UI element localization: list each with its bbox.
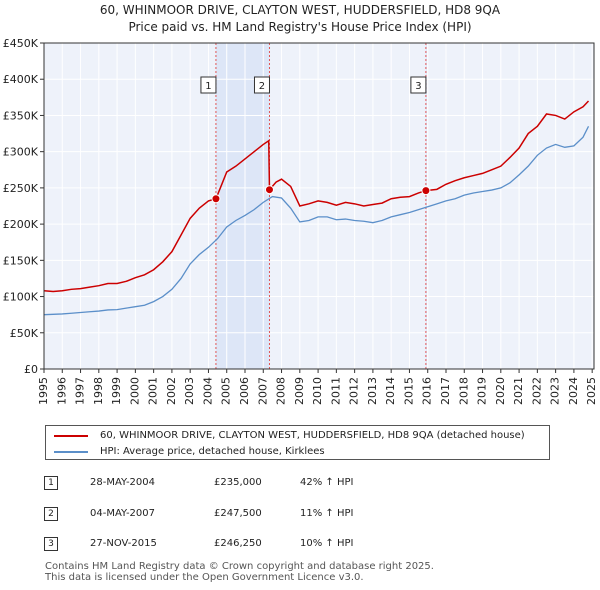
x-tick-label: 2020 bbox=[494, 377, 507, 405]
sale-label: 1 bbox=[205, 81, 211, 92]
x-tick-label: 2022 bbox=[530, 377, 543, 405]
legend-label-property: 60, WHINMOOR DRIVE, CLAYTON WEST, HUDDER… bbox=[100, 430, 525, 441]
x-tick-label: 2023 bbox=[549, 377, 562, 405]
y-tick-label: £450K bbox=[3, 37, 39, 50]
sale-label: 3 bbox=[415, 81, 421, 92]
transaction-number: 3 bbox=[44, 537, 58, 551]
x-tick-label: 2003 bbox=[183, 377, 196, 405]
x-tick-label: 1998 bbox=[92, 377, 105, 405]
y-tick-label: £50K bbox=[10, 327, 39, 340]
x-tick-label: 2024 bbox=[567, 377, 580, 405]
legend-swatch-red bbox=[54, 434, 88, 437]
x-tick-label: 2015 bbox=[402, 377, 415, 405]
plot-border bbox=[43, 42, 595, 370]
x-tick-label: 2006 bbox=[238, 377, 251, 405]
transaction-hpi: 10% ↑ HPI bbox=[300, 538, 354, 549]
hpi-series-line bbox=[43, 126, 590, 316]
chart-subtitle: Price paid vs. HM Land Registry's House … bbox=[128, 20, 472, 34]
y-tick-label: £400K bbox=[3, 73, 39, 86]
x-tick-label: 2007 bbox=[256, 377, 269, 405]
legend-item-property: 60, WHINMOOR DRIVE, CLAYTON WEST, HUDDER… bbox=[54, 430, 525, 441]
x-tick-label: 2011 bbox=[329, 377, 342, 405]
transaction-number: 2 bbox=[44, 507, 58, 521]
y-tick-label: £100K bbox=[3, 291, 39, 304]
transaction-date: 28-MAY-2004 bbox=[90, 477, 156, 488]
y-tick-label: £150K bbox=[3, 254, 39, 267]
sale-period-shading bbox=[215, 43, 270, 369]
sale-point bbox=[264, 185, 274, 195]
x-tick-label: 2018 bbox=[457, 377, 470, 405]
x-tick-label: 2004 bbox=[201, 377, 214, 405]
transaction-hpi: 42% ↑ HPI bbox=[300, 477, 354, 488]
sale-label-box bbox=[253, 76, 270, 94]
y-tick-label: £0 bbox=[24, 363, 38, 376]
y-tick-label: £350K bbox=[3, 109, 39, 122]
footer-licence: This data is licensed under the Open Gov… bbox=[45, 572, 364, 583]
property-series-line bbox=[43, 100, 590, 293]
y-tick-label: £250K bbox=[3, 182, 39, 195]
transaction-number: 1 bbox=[44, 476, 58, 490]
sale-label-box bbox=[410, 76, 427, 94]
y-tick-label: £200K bbox=[3, 218, 39, 231]
x-tick-label: 1999 bbox=[110, 377, 123, 405]
transaction-price: £246,250 bbox=[214, 538, 262, 549]
chart-title: 60, WHINMOOR DRIVE, CLAYTON WEST, HUDDER… bbox=[99, 3, 501, 17]
sale-period-shading bbox=[425, 43, 427, 369]
x-tick-label: 2012 bbox=[348, 377, 361, 405]
x-tick-label: 2014 bbox=[384, 377, 397, 405]
sale-point bbox=[211, 194, 221, 204]
x-tick-label: 2021 bbox=[512, 377, 525, 405]
x-tick-label: 1995 bbox=[37, 377, 50, 405]
x-tick-label: 1997 bbox=[74, 377, 87, 405]
x-tick-label: 2005 bbox=[220, 377, 233, 405]
transaction-price: £247,500 bbox=[214, 508, 262, 519]
x-tick-label: 2009 bbox=[293, 377, 306, 405]
transaction-price: £235,000 bbox=[214, 477, 262, 488]
x-tick-label: 2010 bbox=[311, 377, 324, 405]
legend-item-hpi: HPI: Average price, detached house, Kirk… bbox=[54, 446, 325, 457]
x-tick-label: 2008 bbox=[275, 377, 288, 405]
sale-label-box bbox=[200, 76, 217, 94]
x-tick-label: 2019 bbox=[476, 377, 489, 405]
legend: 60, WHINMOOR DRIVE, CLAYTON WEST, HUDDER… bbox=[45, 425, 550, 460]
x-tick-label: 2016 bbox=[421, 377, 434, 405]
x-tick-label: 2025 bbox=[585, 377, 598, 405]
footer: Contains HM Land Registry data © Crown c… bbox=[45, 561, 434, 583]
legend-label-hpi: HPI: Average price, detached house, Kirk… bbox=[100, 446, 325, 457]
x-tick-label: 2017 bbox=[439, 377, 452, 405]
price-chart: 1995 1996 1997 1998 1999 2000 2001 2002 2003 2004… bbox=[3, 37, 598, 405]
x-tick-label: 1996 bbox=[55, 377, 68, 405]
sale-label: 2 bbox=[259, 81, 265, 92]
x-tick-label: 2002 bbox=[165, 377, 178, 405]
y-tick-label: £300K bbox=[3, 146, 39, 159]
x-tick-label: 2013 bbox=[366, 377, 379, 405]
x-tick-label: 2001 bbox=[147, 377, 160, 405]
sale-point bbox=[421, 186, 431, 196]
plot-area bbox=[44, 43, 594, 369]
transaction-hpi: 11% ↑ HPI bbox=[300, 508, 354, 519]
footer-copyright: Contains HM Land Registry data © Crown c… bbox=[45, 561, 434, 572]
transaction-date: 27-NOV-2015 bbox=[90, 538, 157, 549]
x-tick-label: 2000 bbox=[128, 377, 141, 405]
legend-swatch-blue bbox=[54, 450, 88, 453]
transaction-date: 04-MAY-2007 bbox=[90, 508, 156, 519]
